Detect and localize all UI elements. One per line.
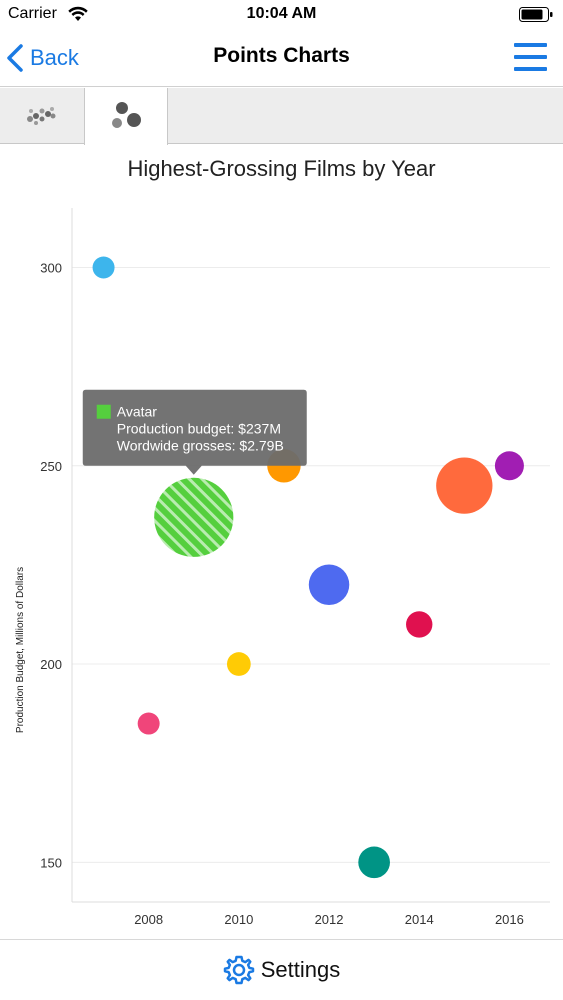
tab-scatter[interactable]	[0, 88, 84, 144]
y-tick-label: 300	[40, 260, 62, 275]
data-bubble[interactable]	[436, 457, 493, 514]
selected-data-bubble[interactable]	[154, 477, 234, 557]
chart-tooltip: Avatar Production budget: $237M Wordwide…	[82, 389, 307, 475]
status-bar: Carrier 10:04 AM	[0, 0, 563, 30]
bubble-points-icon	[112, 102, 141, 128]
data-bubble[interactable]	[308, 564, 350, 605]
scatter-points-icon	[27, 107, 56, 125]
data-bubble[interactable]	[358, 846, 390, 879]
navigation-bar: Back Points Charts	[0, 30, 563, 87]
chart-title: Highest-Grossing Films by Year	[127, 156, 436, 181]
y-tick-label: 200	[40, 657, 62, 672]
settings-button[interactable]: Settings	[0, 954, 563, 986]
bubble-chart: 150 200 250 300 2008 2010 2012 2014 2016 Produc…	[15, 208, 550, 927]
data-bubble[interactable]	[92, 256, 115, 279]
tooltip-box	[82, 389, 307, 475]
carrier-label: Carrier	[8, 5, 57, 22]
chart-type-tabs	[0, 88, 563, 145]
y-tick-label: 250	[40, 459, 62, 474]
clock-label: 10:04 AM	[246, 5, 317, 22]
tooltip-color-swatch	[96, 404, 111, 419]
battery-icon	[519, 7, 553, 22]
x-tick-label: 2010	[224, 912, 253, 927]
wifi-icon	[68, 6, 88, 21]
tooltip-budget: Production budget: $237M	[117, 421, 281, 437]
x-tick-label: 2014	[405, 912, 434, 927]
back-button[interactable]: Back	[6, 42, 79, 74]
settings-label: Settings	[260, 957, 341, 982]
page-title: Points Charts	[213, 44, 350, 67]
tooltip-title: Avatar	[117, 404, 158, 420]
chevron-left-icon	[7, 44, 23, 72]
x-tick-label: 2016	[495, 912, 524, 927]
data-bubble[interactable]	[494, 451, 524, 481]
y-axis-title: Production Budget, Millions of Dollars	[15, 567, 26, 733]
bottom-toolbar: Settings	[0, 939, 563, 1000]
x-tick-label: 2012	[315, 912, 344, 927]
tooltip-grosses: Wordwide grosses: $2.79B	[117, 438, 284, 454]
tab-bubble[interactable]	[84, 88, 168, 145]
data-bubble[interactable]	[137, 712, 160, 735]
back-label: Back	[30, 45, 79, 70]
y-tick-label: 150	[40, 855, 62, 870]
gear-icon	[223, 955, 254, 985]
data-bubble[interactable]	[226, 652, 251, 676]
data-bubble[interactable]	[406, 611, 433, 638]
hamburger-menu-icon[interactable]	[514, 43, 547, 71]
x-tick-label: 2008	[134, 912, 163, 927]
